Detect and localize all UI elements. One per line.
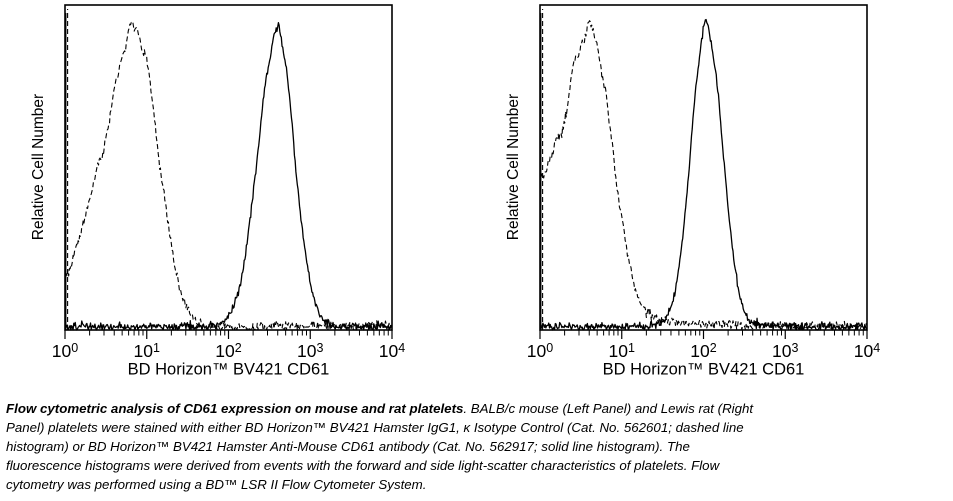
svg-text:102: 102 [215,341,241,361]
svg-text:101: 101 [134,341,160,361]
svg-text:BD Horizon™ BV421 CD61: BD Horizon™ BV421 CD61 [603,361,805,379]
svg-text:102: 102 [690,341,716,361]
svg-text:100: 100 [52,341,78,361]
svg-text:104: 104 [379,341,405,361]
svg-text:101: 101 [609,341,635,361]
svg-text:103: 103 [772,341,798,361]
svg-text:103: 103 [297,341,323,361]
svg-text:100: 100 [527,341,553,361]
svg-text:104: 104 [854,341,880,361]
svg-text:BD Horizon™ BV421 CD61: BD Horizon™ BV421 CD61 [128,361,330,379]
